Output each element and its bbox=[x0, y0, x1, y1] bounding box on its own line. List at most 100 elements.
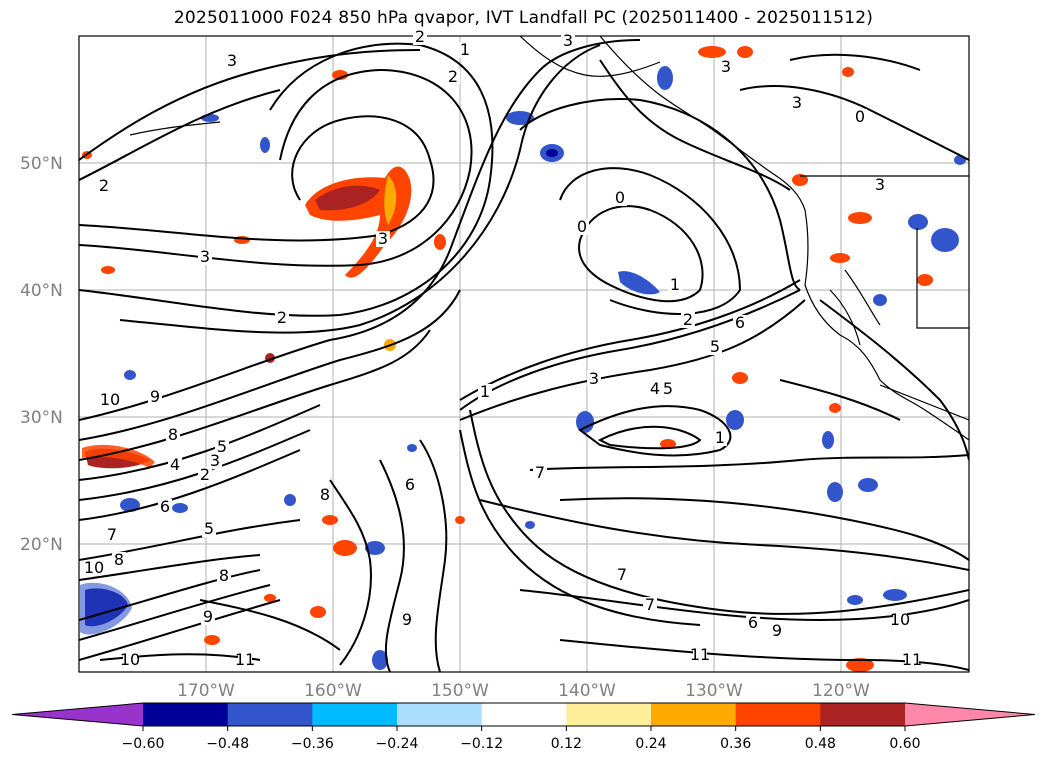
lon-label-150w: 150°W bbox=[431, 681, 489, 701]
contour-label-bg bbox=[615, 567, 629, 583]
contour-label-bg bbox=[668, 277, 682, 293]
contour-label-bg bbox=[873, 177, 887, 193]
contour-label: 1 bbox=[670, 275, 680, 294]
contour-label-bg bbox=[376, 231, 390, 247]
contour-label-bg bbox=[413, 29, 427, 45]
contour-label-bg bbox=[148, 389, 162, 405]
contour-label-bg bbox=[318, 487, 332, 503]
contour-label: 3 bbox=[721, 57, 731, 76]
contour-label-bg bbox=[719, 59, 733, 75]
contour-label: 2 bbox=[683, 310, 693, 329]
contour-label-bg bbox=[208, 453, 222, 469]
contour-label-bg bbox=[215, 439, 229, 455]
contour-label: 5 bbox=[663, 379, 673, 398]
colorbar-segment bbox=[481, 703, 567, 726]
contour-label: 2 bbox=[200, 465, 210, 484]
contour-label: 10 bbox=[890, 610, 910, 629]
contour-label-bg bbox=[198, 249, 212, 265]
contour-label-bg bbox=[478, 384, 492, 400]
contour-label: 3 bbox=[875, 175, 885, 194]
contour-label-bg bbox=[893, 612, 907, 628]
contour-label-bg bbox=[713, 430, 727, 446]
contour-label: 2 bbox=[99, 176, 109, 195]
contour-label-bg bbox=[790, 95, 804, 111]
contour-label: 6 bbox=[735, 313, 745, 332]
contour-label-bg bbox=[661, 381, 675, 397]
contour-label: 1 bbox=[715, 428, 725, 447]
lon-label-140w: 140°W bbox=[558, 681, 616, 701]
contour-label: 3 bbox=[589, 369, 599, 388]
colorbar-tick-label: 0.48 bbox=[805, 736, 836, 752]
contour-label-bg bbox=[708, 339, 722, 355]
contour-label-bg bbox=[201, 609, 215, 625]
colorbar-segment bbox=[312, 703, 398, 726]
qvapor-shading bbox=[80, 46, 966, 672]
lat-label-20: 20°N bbox=[20, 535, 63, 555]
contour-label-bg bbox=[733, 315, 747, 331]
contour-label-bg bbox=[746, 615, 760, 631]
contour-label: 6 bbox=[160, 497, 170, 516]
contour-label: 4 bbox=[650, 379, 660, 398]
contour-label: 0 bbox=[615, 188, 625, 207]
contour-label: 0 bbox=[855, 107, 865, 126]
contour-label-bg bbox=[166, 427, 180, 443]
contour-label: 3 bbox=[378, 229, 388, 248]
contour-label-bg bbox=[123, 652, 137, 668]
colorbar-segment bbox=[143, 703, 229, 726]
contour-label: 6 bbox=[748, 613, 758, 632]
colorbar-tick-label: −0.48 bbox=[206, 736, 249, 752]
contour-label: 11 bbox=[690, 645, 710, 664]
contour-label-bg bbox=[613, 190, 627, 206]
contour-label-bg bbox=[561, 33, 575, 49]
contour-label: 8 bbox=[114, 550, 124, 569]
colorbar-segment bbox=[397, 703, 483, 726]
contour-label: 3 bbox=[227, 51, 237, 70]
contour-label: 7 bbox=[645, 595, 655, 614]
colorbar-segment bbox=[566, 703, 652, 726]
lon-label-170w: 170°W bbox=[177, 681, 235, 701]
contour-label: 5 bbox=[204, 519, 214, 538]
contour-label: 2 bbox=[277, 308, 287, 327]
contour-label: 7 bbox=[107, 525, 117, 544]
colorbar-segment bbox=[820, 703, 906, 726]
contour-label-bg bbox=[770, 623, 784, 639]
contour-label-bg bbox=[693, 647, 707, 663]
contour-label-bg bbox=[400, 612, 414, 628]
contour-label-bg bbox=[853, 109, 867, 125]
contour-label-bg bbox=[905, 652, 919, 668]
contour-label-bg bbox=[575, 219, 589, 235]
contour-label: 9 bbox=[402, 610, 412, 629]
contour-label-bg bbox=[643, 597, 657, 613]
contour-label: 3 bbox=[200, 247, 210, 266]
coastlines bbox=[129, 36, 969, 441]
contour-label-bg bbox=[87, 560, 101, 576]
lat-label-30: 30°N bbox=[20, 408, 63, 428]
contour-label: 9 bbox=[150, 387, 160, 406]
contour-label-bg bbox=[587, 371, 601, 387]
contour-label: 1 bbox=[460, 40, 470, 59]
lat-label-50: 50°N bbox=[20, 154, 63, 174]
lon-label-120w: 120°W bbox=[812, 681, 870, 701]
contour-label: 3 bbox=[210, 451, 220, 470]
contour-label-bg bbox=[238, 652, 252, 668]
colorbar-segment bbox=[227, 703, 313, 726]
contour-label-bg bbox=[275, 310, 289, 326]
contour-label: 8 bbox=[320, 485, 330, 504]
contour-label-bg bbox=[105, 527, 119, 543]
contour-label: 0 bbox=[577, 217, 587, 236]
colorbar-segment bbox=[651, 703, 737, 726]
contour-label: 9 bbox=[772, 621, 782, 640]
contour-label: 3 bbox=[563, 31, 573, 50]
contour-label: 3 bbox=[792, 93, 802, 112]
lon-label-160w: 160°W bbox=[304, 681, 362, 701]
colorbar-tick-label: 0.12 bbox=[551, 736, 582, 752]
contour-label: 9 bbox=[203, 607, 213, 626]
colorbar-tick-label: 0.60 bbox=[889, 736, 920, 752]
contour-label: 8 bbox=[168, 425, 178, 444]
contour-label-bg bbox=[648, 381, 662, 397]
lat-label-40: 40°N bbox=[20, 281, 63, 301]
contour-label-bg bbox=[403, 477, 417, 493]
contour-label-bg bbox=[446, 69, 460, 85]
contour-label: 10 bbox=[84, 558, 104, 577]
